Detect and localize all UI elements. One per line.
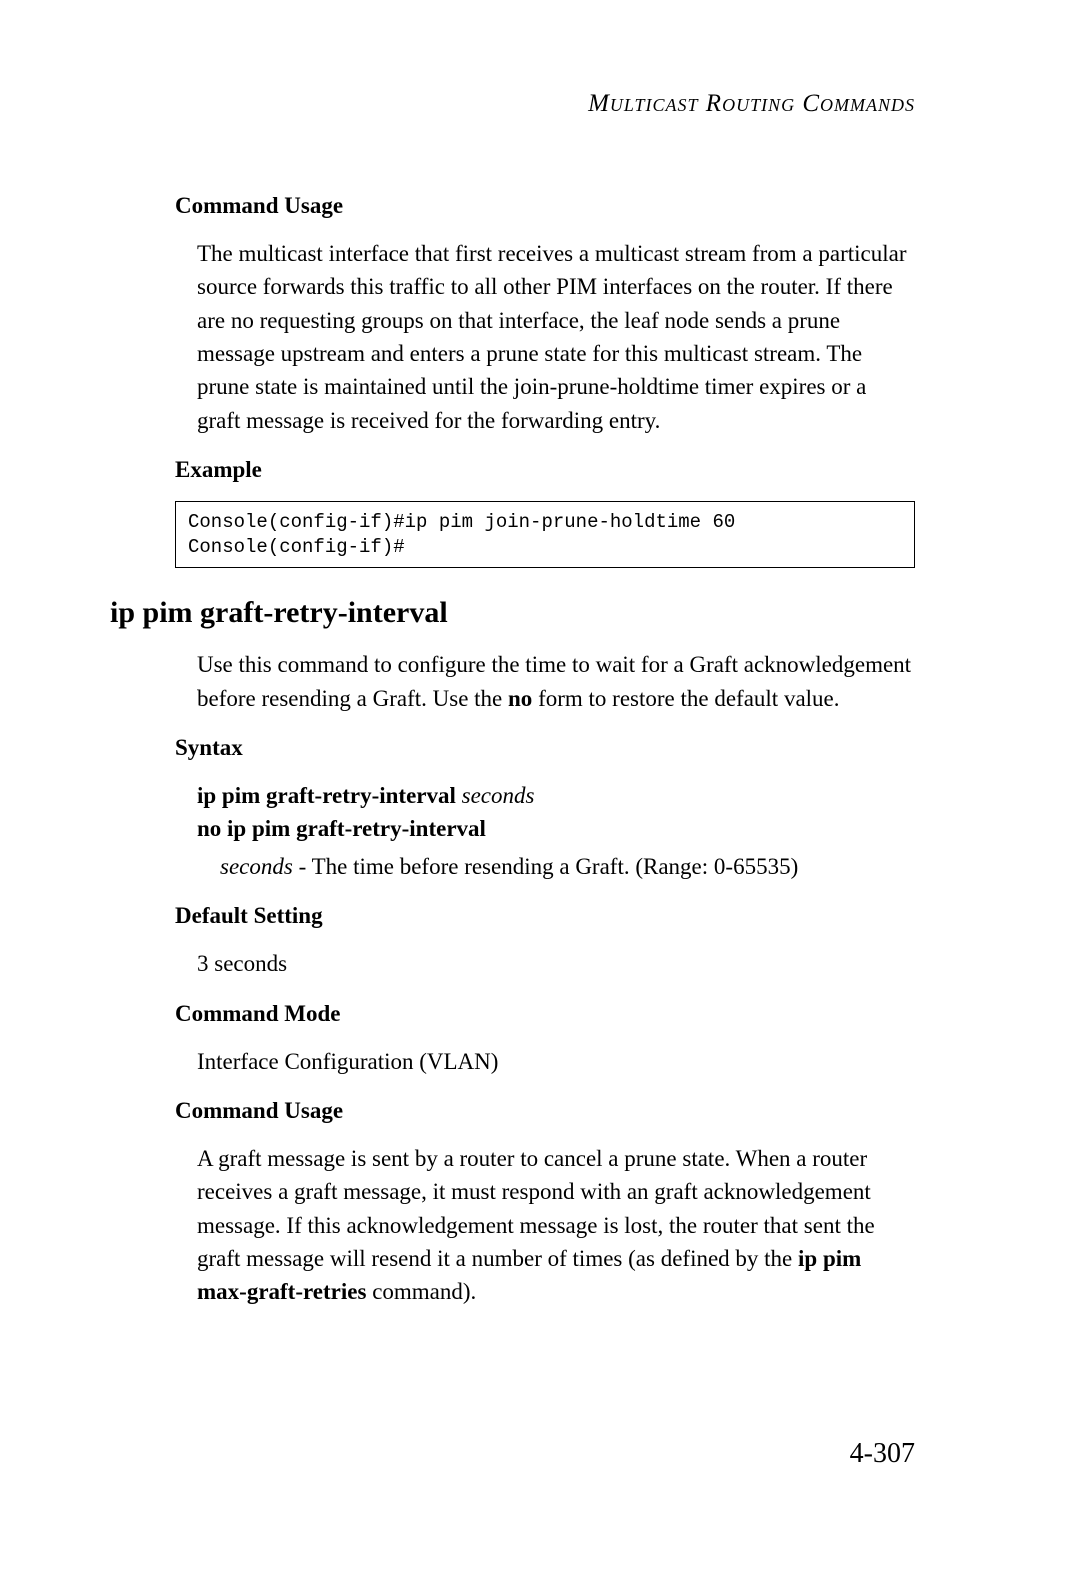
syntax-line1: ip pim graft-retry-interval seconds	[197, 779, 915, 812]
syntax-line1-italic: seconds	[456, 783, 535, 808]
usage2-part2: command).	[366, 1279, 476, 1304]
example-heading: Example	[175, 457, 915, 483]
page-number: 4-307	[850, 1438, 915, 1470]
intro-bold: no	[508, 686, 532, 711]
command-usage-body-1: The multicast interface that first recei…	[197, 237, 915, 437]
example-code: Console(config-if)#ip pim join-prune-hol…	[175, 501, 915, 568]
command-usage-heading-1: Command Usage	[175, 193, 915, 219]
default-setting-body: 3 seconds	[197, 947, 915, 980]
content-area: Command Usage The multicast interface th…	[0, 118, 1080, 1309]
command-title: ip pim graft-retry-interval	[110, 596, 915, 630]
syntax-line1-bold: ip pim graft-retry-interval	[197, 783, 456, 808]
command-usage-body-2: A graft message is sent by a router to c…	[197, 1142, 915, 1309]
syntax-heading: Syntax	[175, 735, 915, 761]
syntax-param-text: - The time before resending a Graft. (Ra…	[293, 854, 798, 879]
syntax-param-italic: seconds	[220, 854, 293, 879]
default-setting-heading: Default Setting	[175, 903, 915, 929]
syntax-param: seconds - The time before resending a Gr…	[220, 850, 915, 883]
command-intro: Use this command to configure the time t…	[197, 648, 915, 715]
intro-part2: form to restore the default value.	[532, 686, 839, 711]
command-mode-heading: Command Mode	[175, 1001, 915, 1027]
syntax-line2-bold: no ip pim graft-retry-interval	[197, 816, 486, 841]
syntax-line2: no ip pim graft-retry-interval	[197, 812, 915, 845]
header-title: Multicast Routing Commands	[588, 90, 915, 117]
page-header: Multicast Routing Commands	[0, 0, 1080, 118]
command-usage-heading-2: Command Usage	[175, 1098, 915, 1124]
usage2-part1: A graft message is sent by a router to c…	[197, 1146, 875, 1271]
command-mode-body: Interface Configuration (VLAN)	[197, 1045, 915, 1078]
